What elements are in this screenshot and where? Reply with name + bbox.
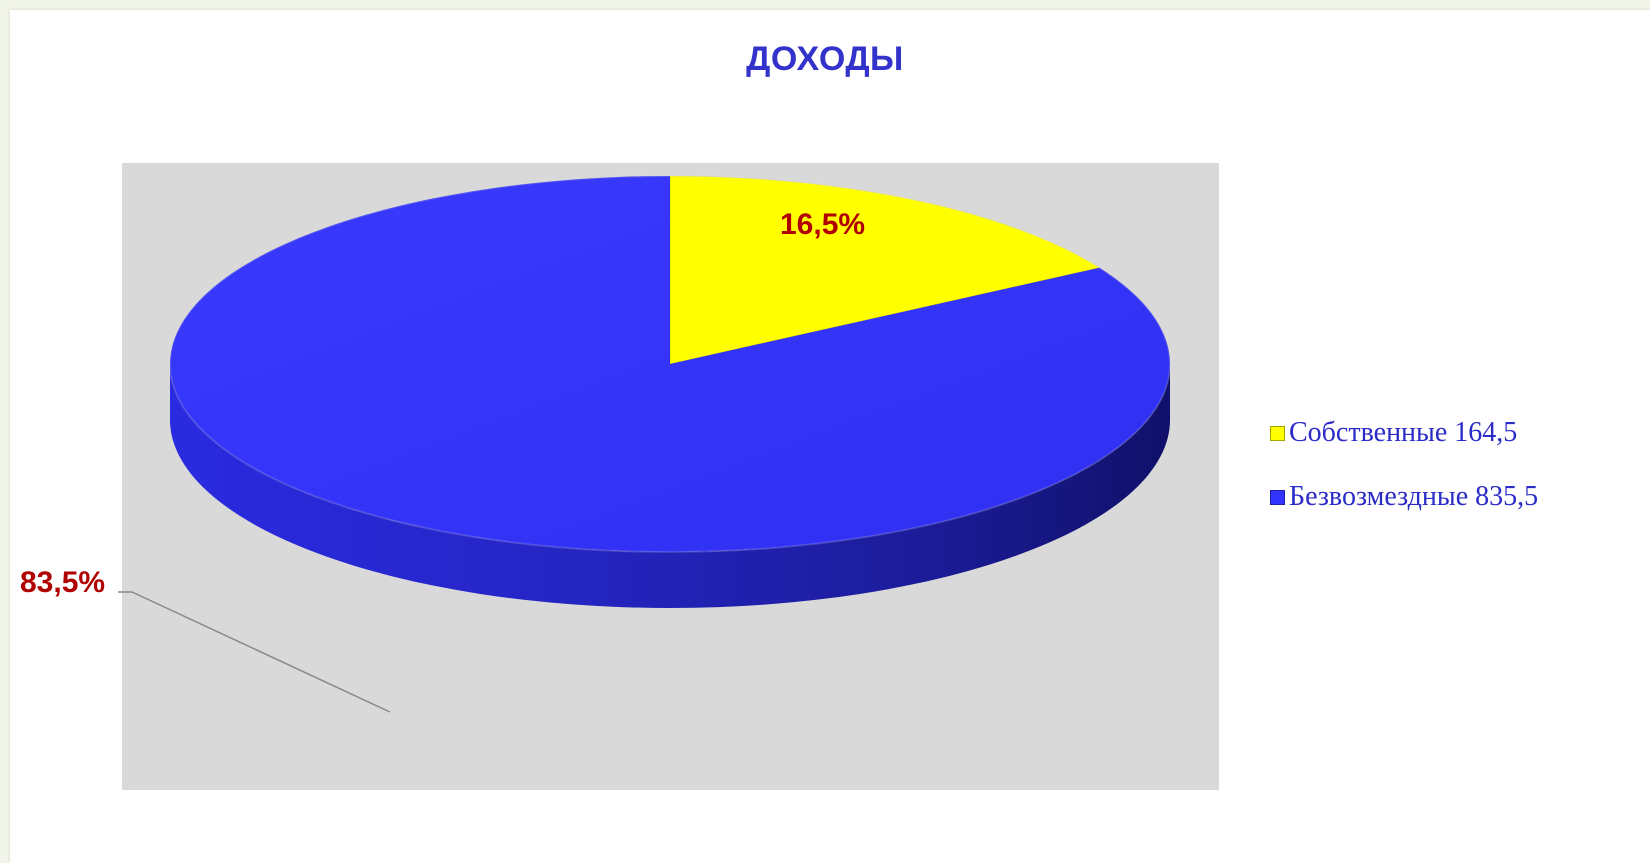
legend-swatch-sobstvennye [1270,425,1285,441]
legend: Собственные 164,5 Безвозмездные 835,5 [1270,416,1538,544]
pie-top-rim [169,175,1171,553]
legend-label-sobstvennye: Собственные 164,5 [1289,417,1518,448]
pie-slice-собственные [669,175,1101,365]
data-label-bezvozmezdnye: 83,5% [20,566,106,599]
legend-item-bezvozmezdnye: Безвозмездные 835,5 [1270,480,1538,514]
legend-label-bezvozmezdnye: Безвозмездные 835,5 [1289,481,1539,512]
chart-title: ДОХОДЫ [746,40,904,78]
pie-side-wall [170,364,1170,608]
leader-line-bezvozmezdnye [118,591,391,713]
pie-slice-безвозмездные [169,175,1171,553]
legend-swatch-bezvozmezdnye [1270,489,1285,505]
legend-item-sobstvennye: Собственные 164,5 [1270,416,1538,450]
data-label-sobstvennye: 16,5% [780,208,866,241]
